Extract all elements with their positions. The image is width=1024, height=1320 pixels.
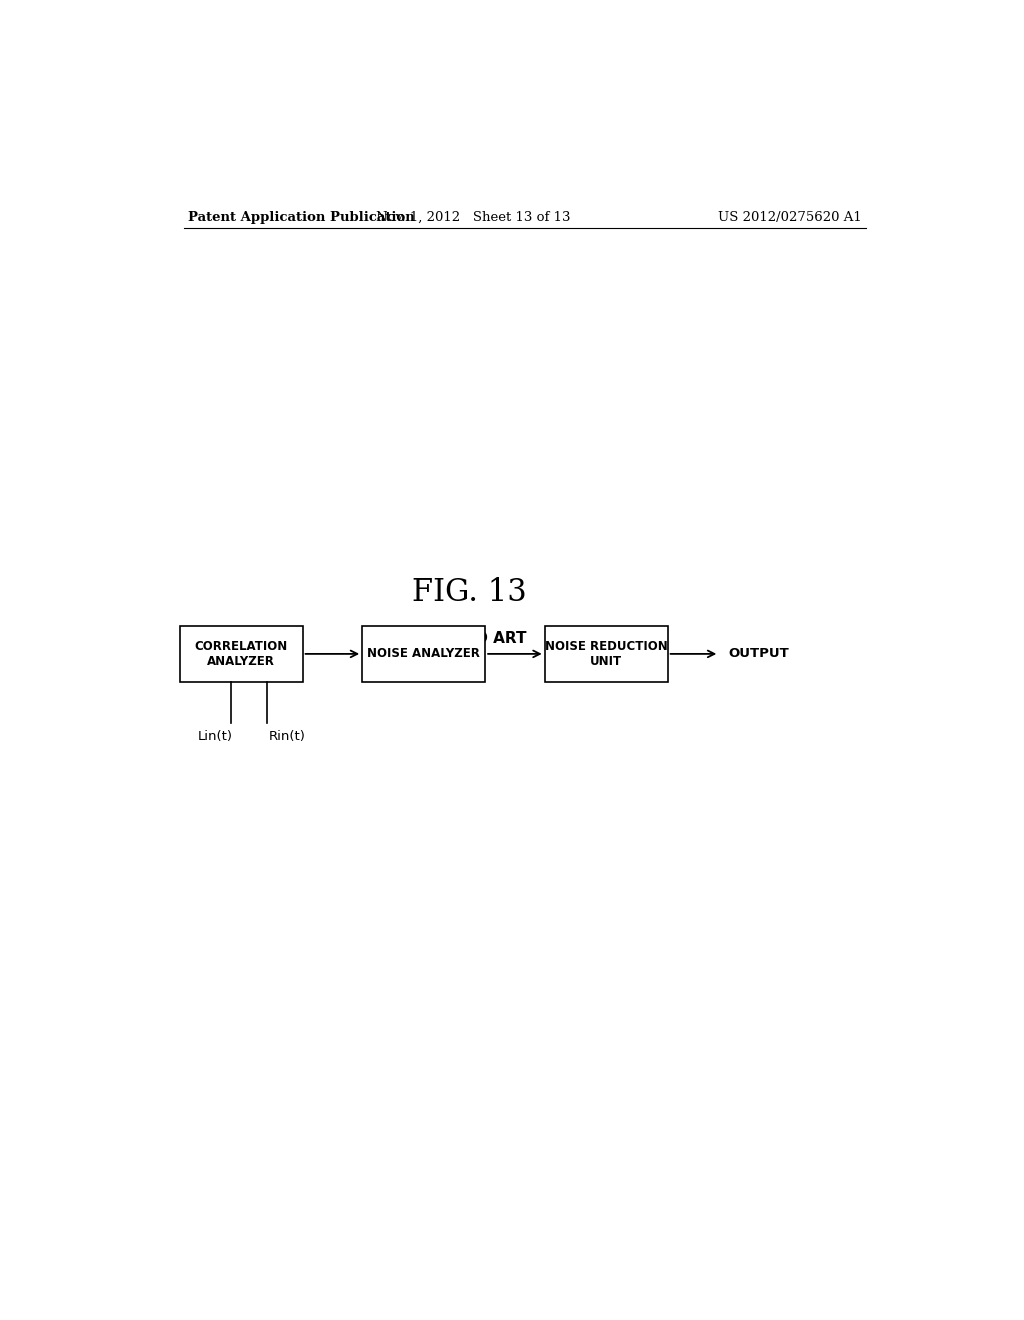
- Text: RELATED ART: RELATED ART: [412, 631, 526, 645]
- Text: NOISE REDUCTION
UNIT: NOISE REDUCTION UNIT: [545, 640, 668, 668]
- Text: CORRELATION
ANALYZER: CORRELATION ANALYZER: [195, 640, 288, 668]
- Text: FIG. 13: FIG. 13: [412, 577, 526, 607]
- Text: Patent Application Publication: Patent Application Publication: [187, 211, 415, 224]
- Bar: [179, 626, 303, 682]
- Bar: [362, 626, 485, 682]
- Text: Rin(t): Rin(t): [268, 730, 305, 743]
- Text: NOISE ANALYZER: NOISE ANALYZER: [368, 647, 480, 660]
- Text: Lin(t): Lin(t): [198, 730, 232, 743]
- Text: Nov. 1, 2012   Sheet 13 of 13: Nov. 1, 2012 Sheet 13 of 13: [376, 211, 570, 224]
- Text: OUTPUT: OUTPUT: [728, 647, 788, 660]
- Text: US 2012/0275620 A1: US 2012/0275620 A1: [718, 211, 862, 224]
- Bar: [545, 626, 668, 682]
